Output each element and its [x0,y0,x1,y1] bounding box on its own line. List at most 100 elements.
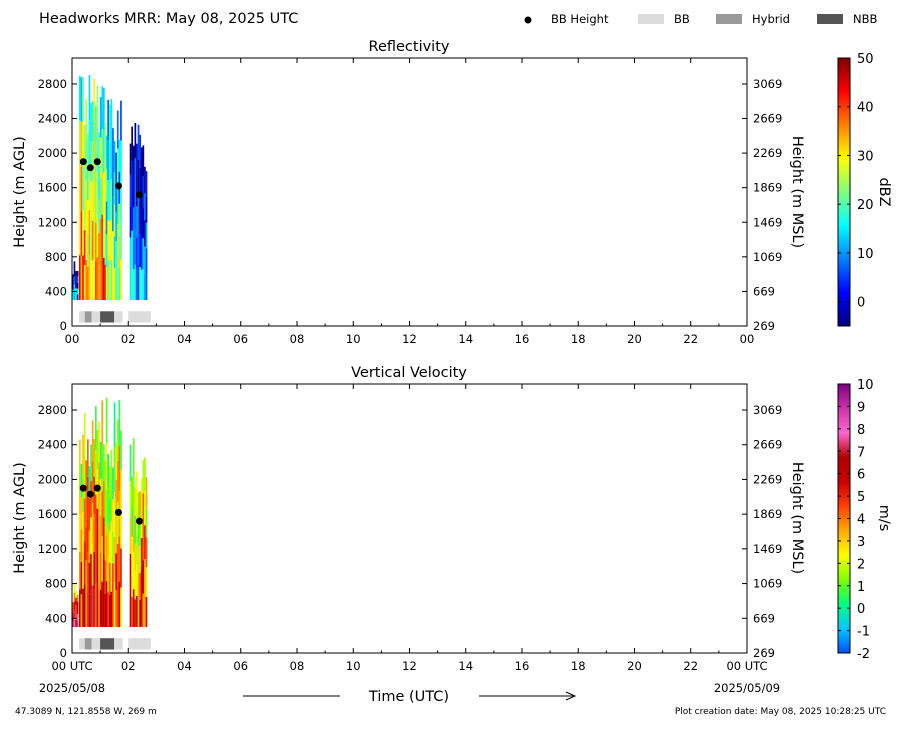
echo-column [87,439,89,477]
velocity-colorbar-label: m/s [876,505,892,532]
x-tick-label: 00 [740,332,755,346]
colorbar-tick-label: 40 [857,101,874,116]
echo-column [131,196,133,231]
echo-column [136,206,138,238]
colorbar-tick-label: -1 [857,625,870,640]
bb-class-hybrid-1 [84,311,92,323]
y-tick-label: 2400 [38,112,67,126]
echo-column [80,77,83,122]
echo-column [83,498,86,542]
echo-column [108,498,111,531]
echo-column [99,478,102,516]
echo-column [132,238,135,270]
colorbar-tick-label: 30 [857,149,874,164]
legend-swatch [817,14,843,24]
plot-frame [71,383,748,654]
x-tick-label: 02 [121,332,136,346]
echo-column [103,480,105,518]
echo-column [112,467,114,500]
echo-column [99,96,102,138]
x-tick-label: 06 [233,332,248,346]
echo-column [139,234,141,267]
echo-column [116,502,119,544]
y-right-tick-label: 2269 [753,472,782,486]
echo-column [80,464,83,497]
echo-column [90,181,92,222]
legend-swatch [716,14,742,24]
echo-column [96,257,99,300]
echo-column [83,455,86,499]
echo-column [80,121,83,167]
echo-column [91,220,94,261]
colorbar-tick-label: 0 [857,296,865,311]
echo-column [116,262,119,301]
echo-column [115,182,117,212]
echo-column [91,420,94,462]
bb-height-point-4 [136,191,143,199]
echo-column [90,590,92,627]
echo-column [98,266,100,301]
echo-column [104,122,107,159]
echo-column [99,441,102,479]
echo-column [113,140,116,173]
bb-height-point-2 [93,158,101,166]
echo-column [107,557,109,593]
echo-column [82,210,84,256]
bb-height-point-0 [79,484,87,492]
bb-height-point-1 [86,490,94,498]
echo-column [112,162,114,197]
echo-column [113,268,116,300]
echo-column [110,259,113,301]
echo-column [118,581,121,627]
reflectivity-panel: Reflectivity 00 02 04 06 08 10 12 14 16 18 20 22 000… [12,39,892,346]
echo-column [103,553,105,591]
echo-column [83,265,86,301]
echo-column [87,233,89,267]
echo-column [110,591,113,627]
echo-column [112,595,114,627]
echo-column [76,620,79,627]
echo-column [98,544,100,586]
echo-column [144,593,146,627]
echo-column [103,172,105,216]
bb-class-bb-4 [114,311,123,323]
echo-column [95,183,97,223]
echo-column [95,538,97,583]
echo-column [116,419,119,461]
echo-column [75,612,77,620]
bb-class-bb-0 [79,311,85,323]
y-right-tick-label: 1069 [753,250,782,264]
echo-column [80,255,83,300]
echo-column [134,264,137,300]
bb-class-bb-5 [128,638,151,650]
echo-column [95,261,97,300]
y-tick-label: 400 [45,284,67,298]
echo-column [105,581,108,627]
echo-column [145,567,148,597]
echo-column [72,612,74,618]
echo-column [75,619,77,627]
echo-column [91,101,94,141]
echo-column [105,135,108,169]
echo-column [98,503,100,545]
colorbar-tick-label: 8 [857,423,865,438]
echo-column [73,269,76,277]
echo-column [110,450,113,486]
echo-column [85,460,88,494]
bb-height-point-3 [114,182,122,190]
legend-swatch [638,14,664,24]
echo-column [82,121,84,166]
echo-column [98,585,100,627]
echo-column [136,533,138,565]
echo-column [120,140,122,181]
echo-column [120,100,122,141]
x-tick-label: 22 [683,332,698,346]
echo-column [104,527,107,561]
echo-column [134,571,137,600]
echo-column [103,517,105,554]
echo-column [73,284,76,293]
echo-column [113,537,116,582]
x-tick-label: 00 UTC [726,659,767,673]
echo-column [120,220,122,261]
echo-column [142,176,145,208]
